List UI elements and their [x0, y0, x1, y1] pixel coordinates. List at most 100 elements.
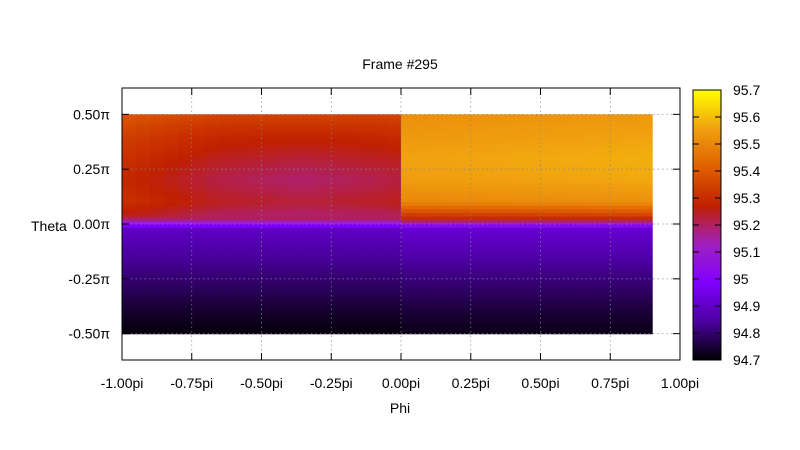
- heatmap-cell: [317, 194, 332, 200]
- heatmap-cell: [568, 286, 583, 291]
- colorbar-tick-label: 94.7: [733, 352, 760, 368]
- heatmap-cell: [289, 231, 304, 236]
- heatmap-cell: [275, 326, 290, 331]
- heatmap-cell: [498, 136, 514, 141]
- heatmap-cell: [359, 191, 374, 196]
- heatmap-cell: [610, 209, 625, 214]
- heatmap-cell: [596, 136, 611, 141]
- heatmap-cell: [387, 234, 402, 240]
- heatmap-cell: [512, 231, 528, 236]
- heatmap-cell: [442, 242, 458, 247]
- heatmap-cell: [540, 278, 556, 284]
- heatmap-cell: [456, 183, 472, 189]
- heatmap-cell: [428, 249, 444, 254]
- heatmap-cell: [359, 154, 374, 159]
- heatmap-cell: [442, 260, 458, 265]
- heatmap-cell: [122, 242, 137, 247]
- heatmap-cell: [261, 253, 277, 258]
- heatmap-cell: [163, 242, 179, 247]
- heatmap-cell: [442, 172, 458, 178]
- heatmap-cell: [526, 253, 542, 258]
- heatmap-cell: [163, 224, 179, 229]
- heatmap-cell: [275, 319, 290, 324]
- heatmap-cell: [345, 172, 360, 178]
- heatmap-cell: [596, 245, 611, 251]
- heatmap-cell: [261, 286, 277, 291]
- heatmap-cell: [191, 278, 207, 284]
- heatmap-cell: [247, 198, 263, 203]
- heatmap-cell: [177, 165, 193, 170]
- heatmap-cell: [289, 242, 304, 247]
- heatmap-cell: [122, 311, 137, 316]
- heatmap-cell: [610, 311, 625, 316]
- heatmap-cell: [596, 304, 611, 309]
- heatmap-cell: [428, 330, 444, 335]
- heatmap-cell: [303, 253, 318, 258]
- heatmap-cell: [163, 191, 179, 196]
- heatmap-cell: [498, 311, 514, 316]
- heatmap-cell: [456, 198, 472, 203]
- heatmap-cell: [219, 132, 235, 137]
- heatmap-cell: [149, 326, 165, 331]
- heatmap-cell: [163, 253, 179, 258]
- heatmap-cell: [401, 209, 416, 214]
- heatmap-cell: [540, 202, 556, 207]
- heatmap-cell: [345, 289, 360, 295]
- heatmap-cell: [582, 158, 597, 163]
- heatmap-cell: [219, 209, 235, 214]
- heatmap-cell: [554, 260, 569, 265]
- heatmap-cell: [526, 264, 542, 269]
- heatmap-cell: [512, 213, 528, 218]
- heatmap-cell: [387, 183, 402, 189]
- heatmap-cell: [275, 293, 290, 298]
- heatmap-cell: [428, 234, 444, 240]
- heatmap-cell: [387, 216, 402, 221]
- heatmap-cell: [331, 216, 346, 221]
- heatmap-cell: [122, 220, 137, 225]
- heatmap-cell: [470, 202, 486, 207]
- heatmap-cell: [470, 311, 486, 316]
- heatmap-cell: [568, 264, 583, 269]
- heatmap-cell: [317, 322, 332, 327]
- heatmap-cell: [331, 158, 346, 163]
- heatmap-cell: [135, 139, 151, 145]
- heatmap-cell: [233, 322, 249, 327]
- heatmap-cell: [149, 213, 165, 218]
- heatmap-cell: [135, 216, 151, 221]
- heatmap-cell: [498, 227, 514, 232]
- heatmap-cell: [414, 220, 430, 225]
- heatmap-cell: [289, 191, 304, 196]
- heatmap-cell: [442, 176, 458, 181]
- heatmap-cell: [401, 319, 416, 324]
- heatmap-cell: [624, 136, 639, 141]
- heatmap-cell: [540, 260, 556, 265]
- heatmap-cell: [624, 117, 639, 123]
- heatmap-cell: [289, 125, 304, 130]
- heatmap-cell: [191, 180, 207, 185]
- heatmap-cell: [484, 278, 500, 284]
- heatmap-cell: [205, 213, 221, 218]
- heatmap-cell: [205, 125, 221, 130]
- heatmap-cell: [359, 169, 374, 174]
- heatmap-cell: [624, 224, 639, 229]
- heatmap-cell: [498, 326, 514, 331]
- heatmap-cell: [205, 161, 221, 167]
- heatmap-cell: [401, 253, 416, 258]
- heatmap-cell: [205, 139, 221, 145]
- heatmap-cell: [401, 238, 416, 243]
- heatmap-cell: [373, 202, 388, 207]
- heatmap-cell: [177, 147, 193, 152]
- heatmap-cell: [387, 275, 402, 280]
- heatmap-cell: [512, 158, 528, 163]
- heatmap-cell: [359, 121, 374, 126]
- heatmap-cell: [275, 220, 290, 225]
- heatmap-cell: [289, 264, 304, 269]
- heatmap-cell: [247, 158, 263, 163]
- heatmap-cell: [526, 180, 542, 185]
- heatmap-cell: [261, 289, 277, 295]
- heatmap-cell: [638, 253, 653, 258]
- heatmap-cell: [289, 220, 304, 225]
- heatmap-cell: [289, 322, 304, 327]
- heatmap-cell: [177, 315, 193, 320]
